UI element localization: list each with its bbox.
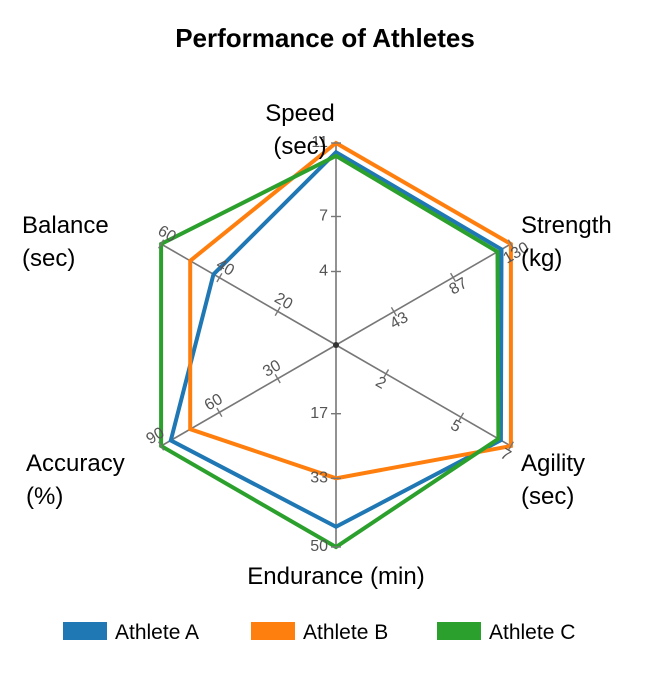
axis-label: Agility (sec) [521, 450, 585, 510]
legend-swatch [251, 622, 295, 640]
tick-label: 5 [448, 417, 464, 436]
center-dot [333, 342, 339, 348]
legend-label: Athlete C [489, 621, 575, 644]
tick-label: 87 [447, 275, 471, 299]
axis-label: Strength (kg) [521, 212, 612, 272]
tick-mark [507, 239, 515, 249]
tick-label: 90 [144, 424, 168, 448]
tick-label: 43 [387, 309, 411, 333]
series-polygon [159, 153, 501, 550]
tick-mark [449, 272, 457, 283]
axis-label: Balance (sec) [22, 212, 109, 272]
legend-label: Athlete B [303, 621, 388, 644]
tick-mark [216, 272, 223, 283]
tick-label: 50 [310, 538, 328, 555]
axis-spoke [335, 344, 512, 447]
tick-label: 60 [155, 222, 179, 246]
axis-spoke [160, 243, 337, 346]
series-polygon [188, 140, 513, 481]
legend-item: Athlete C [437, 621, 575, 644]
tick-label: 7 [319, 208, 328, 225]
axis-label-layer: Speed (sec) Strength (kg) Agility (sec) Endura… [22, 100, 612, 590]
tick-label: 11 [311, 134, 328, 151]
axis-spoke [335, 243, 512, 346]
legend-swatch [63, 622, 107, 640]
legend-item: Athlete B [251, 621, 388, 644]
tick-mark [274, 373, 281, 384]
legend-label: Athlete A [115, 621, 199, 644]
tick-label: 20 [271, 290, 295, 314]
tick-mark [457, 412, 465, 422]
tick-mark [274, 306, 281, 317]
tick-label: 30 [260, 357, 284, 381]
legend: Athlete A Athlete B Athlete C [63, 621, 575, 644]
axis-label: Accuracy (%) [26, 450, 125, 510]
legend-swatch [437, 622, 481, 640]
tick-mark [157, 441, 165, 451]
tick-mark [382, 369, 390, 379]
legend-item: Athlete A [63, 621, 199, 644]
tick-mark [157, 239, 165, 249]
tick-label: 2 [373, 374, 389, 393]
axis-label: Speed (sec) [265, 100, 334, 160]
tick-label: 40 [213, 256, 237, 280]
tick-mark [390, 306, 398, 317]
tick-label: 60 [202, 391, 226, 415]
chart-title: Performance of Athletes [175, 23, 475, 53]
tick-mark [216, 407, 223, 418]
tick-label: 33 [310, 470, 328, 487]
axis-spoke [160, 344, 337, 447]
tick-label: 4 [319, 263, 328, 280]
axes-layer [160, 143, 512, 547]
series-polygon [168, 149, 504, 530]
tick-mark [507, 441, 515, 451]
tick-label: 17 [310, 405, 328, 422]
axis-label: Endurance (min) [247, 563, 424, 590]
